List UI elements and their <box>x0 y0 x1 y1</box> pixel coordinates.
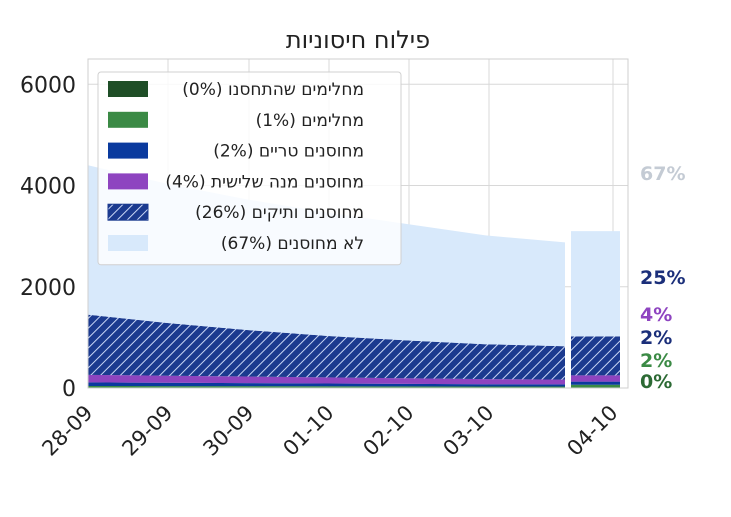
legend-label-old_vax: מחוסנים ותיקים (26%) <box>195 203 364 223</box>
area-unvaccinated <box>571 231 620 336</box>
legend-swatch-third_dose <box>108 173 148 189</box>
legend-swatch-recovered_after_vax <box>108 81 148 97</box>
y-tick-label: 0 <box>62 377 76 402</box>
x-tick-label: 02-10 <box>358 401 418 461</box>
chart-title: פילוח חיסוניות <box>286 26 430 54</box>
area-fresh_vax <box>571 382 620 385</box>
y-tick-label: 6000 <box>20 73 76 98</box>
area-old_vax <box>571 336 620 375</box>
legend-label-recovered: מחלימים (1%) <box>256 111 364 131</box>
legend-label-unvaccinated: לא מחוסנים (67%) <box>221 234 364 254</box>
y-tick-label: 4000 <box>20 175 76 200</box>
legend-swatch-recovered <box>108 112 148 128</box>
side-label-old_vax: 25% <box>640 267 685 289</box>
side-labels: 67%25%4%2%2%0% <box>640 163 685 393</box>
x-tick-label: 29-09 <box>117 401 177 461</box>
legend: מחלימים שהתחסנו (0%) מחלימים (1%) מחוסנים … <box>98 72 401 265</box>
x-tick-label: 04-10 <box>562 401 622 461</box>
side-label-third_dose: 4% <box>640 304 672 326</box>
side-label-fresh_vax: 2% <box>640 327 672 349</box>
area-third_dose <box>571 375 620 381</box>
side-label-recovered_after_vax: 0% <box>640 371 672 393</box>
x-tick-label: 03-10 <box>438 401 498 461</box>
area-recovered <box>571 385 620 388</box>
x-tick-label: 28-09 <box>37 401 97 461</box>
x-tick-label: 30-09 <box>198 401 258 461</box>
side-label-unvaccinated: 67% <box>640 163 685 185</box>
legend-label-recovered_after_vax: מחלימים שהתחסנו (0%) <box>182 80 364 100</box>
legend-label-third_dose: מחוסנים מנה שלישית (4%) <box>165 172 364 192</box>
side-label-recovered: 2% <box>640 350 672 372</box>
legend-swatch-fresh_vax <box>108 143 148 159</box>
x-tick-label: 01-10 <box>278 401 338 461</box>
y-tick-label: 2000 <box>20 276 76 301</box>
legend-swatch-old_vax <box>108 204 148 220</box>
legend-swatch-unvaccinated <box>108 235 148 251</box>
legend-label-fresh_vax: מחוסנים טריים (2%) <box>213 142 364 162</box>
